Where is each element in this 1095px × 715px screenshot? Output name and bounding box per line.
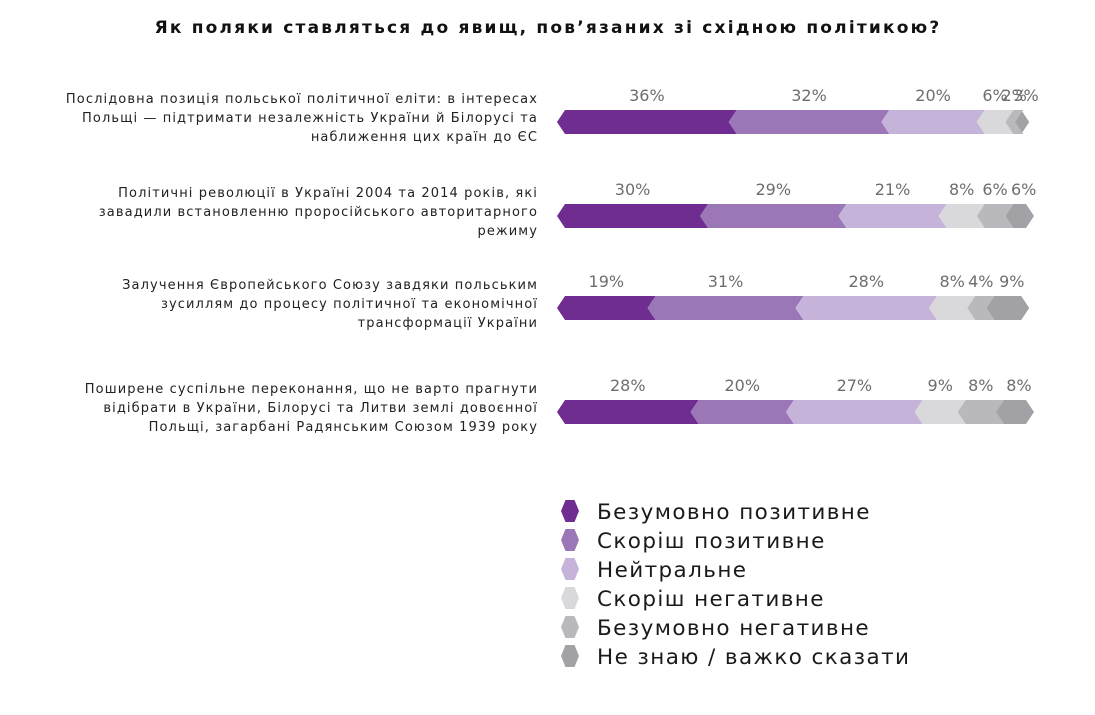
bar-segment bbox=[1014, 110, 1030, 134]
bar-segment bbox=[1005, 204, 1034, 228]
bar-segment bbox=[728, 110, 890, 134]
legend-item: Нейтральне bbox=[561, 558, 747, 583]
legend-item: Скоріш позитивне bbox=[561, 529, 826, 554]
category-label: Залучення Європейського Союзу завдяки по… bbox=[122, 278, 538, 331]
bar-row-4: Поширене суспільне переконання, що не ва… bbox=[85, 376, 1034, 435]
category-label: Послідовна позиція польської політичної … bbox=[66, 92, 538, 145]
data-label: 21% bbox=[875, 180, 911, 199]
data-label: 20% bbox=[724, 376, 760, 395]
category-label-line: наближення цих країн до ЄС bbox=[311, 130, 538, 145]
category-label-line: Залучення Європейського Союзу завдяки по… bbox=[122, 278, 538, 293]
data-label: 30% bbox=[615, 180, 651, 199]
data-label: 20% bbox=[915, 86, 951, 105]
bar-segment bbox=[557, 110, 737, 134]
data-label: 29% bbox=[755, 180, 791, 199]
data-label: 6% bbox=[1011, 180, 1036, 199]
chart-title: Як поляки ставляться до явищ, пов’язаних… bbox=[155, 18, 942, 38]
legend-label: Скоріш негативне bbox=[597, 587, 825, 612]
category-label: Поширене суспільне переконання, що не ва… bbox=[85, 382, 538, 435]
legend-label: Не знаю / важко сказати bbox=[597, 645, 910, 670]
bar-segment bbox=[647, 296, 804, 320]
bar-segment bbox=[785, 400, 923, 424]
legend: Безумовно позитивне Скоріш позитивне Нейтр… bbox=[561, 500, 910, 670]
data-label: 28% bbox=[848, 272, 884, 291]
legend-label: Нейтральне bbox=[597, 558, 747, 583]
bar-segment bbox=[976, 204, 1014, 228]
data-label: 27% bbox=[837, 376, 873, 395]
bar-segment bbox=[938, 204, 985, 228]
category-label-line: зусиллям до процесу політичної та економ… bbox=[161, 297, 538, 312]
bar-segment bbox=[700, 204, 847, 228]
bar-segment bbox=[995, 400, 1034, 424]
data-label: 19% bbox=[589, 272, 625, 291]
bar-segment bbox=[557, 204, 709, 228]
data-label: 32% bbox=[791, 86, 827, 105]
data-label: 4% bbox=[968, 272, 993, 291]
bar-segment bbox=[914, 400, 966, 424]
legend-swatch-icon bbox=[561, 529, 579, 551]
category-label-line: Польщі, загарбані Радянським Союзом 1939… bbox=[149, 420, 538, 435]
data-label: 3% bbox=[1013, 86, 1038, 105]
data-label: 8% bbox=[968, 376, 993, 395]
data-label: 2% bbox=[1001, 86, 1026, 105]
bar-segment bbox=[557, 296, 656, 320]
category-label: Політичні революції в Україні 2004 та 20… bbox=[99, 186, 538, 239]
legend-label: Скоріш позитивне bbox=[597, 529, 826, 554]
bar-segment bbox=[957, 400, 1004, 424]
bar-row-3: Залучення Європейського Союзу завдяки по… bbox=[122, 272, 1030, 331]
category-label-line: завадили встановленню проросійського авт… bbox=[99, 205, 538, 220]
category-label-line: трансформації України bbox=[358, 316, 538, 331]
category-label-line: відібрати в України, Білорусі та Литви з… bbox=[103, 401, 538, 416]
category-label-line: режиму bbox=[477, 224, 538, 239]
legend-item: Безумовно позитивне bbox=[561, 500, 871, 525]
bar-segment bbox=[690, 400, 794, 424]
data-label: 31% bbox=[708, 272, 744, 291]
category-label-line: Політичні революції в Україні 2004 та 20… bbox=[118, 186, 538, 201]
bar-segment bbox=[557, 400, 699, 424]
bar-segment bbox=[986, 296, 1030, 320]
bar-segment bbox=[976, 110, 1014, 134]
bar-segment bbox=[795, 296, 938, 320]
data-label: 28% bbox=[610, 376, 646, 395]
legend-item: Безумовно негативне bbox=[561, 616, 870, 641]
legend-label: Безумовно позитивне bbox=[597, 500, 871, 525]
legend-swatch-icon bbox=[561, 500, 579, 522]
bar-segment bbox=[967, 296, 995, 320]
data-label: 6% bbox=[982, 86, 1007, 105]
bar-segment bbox=[838, 204, 947, 228]
legend-swatch-icon bbox=[561, 587, 579, 609]
data-label: 9% bbox=[928, 376, 953, 395]
bar-segment bbox=[1005, 110, 1023, 134]
category-label-line: Польщі — підтримати незалежність України… bbox=[82, 111, 538, 126]
data-label: 6% bbox=[982, 180, 1007, 199]
legend-swatch-icon bbox=[561, 558, 579, 580]
data-label: 8% bbox=[1006, 376, 1031, 395]
category-label-line: Поширене суспільне переконання, що не ва… bbox=[85, 382, 538, 397]
bar-segment bbox=[929, 296, 976, 320]
legend-swatch-icon bbox=[561, 645, 579, 667]
legend-swatch-icon bbox=[561, 616, 579, 638]
category-label-line: Послідовна позиція польської політичної … bbox=[66, 92, 538, 107]
bar-row-2: Політичні революції в Україні 2004 та 20… bbox=[99, 180, 1037, 239]
legend-label: Безумовно негативне bbox=[597, 616, 870, 641]
data-label: 8% bbox=[949, 180, 974, 199]
data-label: 8% bbox=[939, 272, 964, 291]
data-label: 9% bbox=[999, 272, 1024, 291]
bar-segment bbox=[881, 110, 985, 134]
legend-item: Скоріш негативне bbox=[561, 587, 825, 612]
data-label: 36% bbox=[629, 86, 665, 105]
legend-item: Не знаю / важко сказати bbox=[561, 645, 910, 670]
bar-row-1: Послідовна позиція польської політичної … bbox=[66, 86, 1039, 145]
